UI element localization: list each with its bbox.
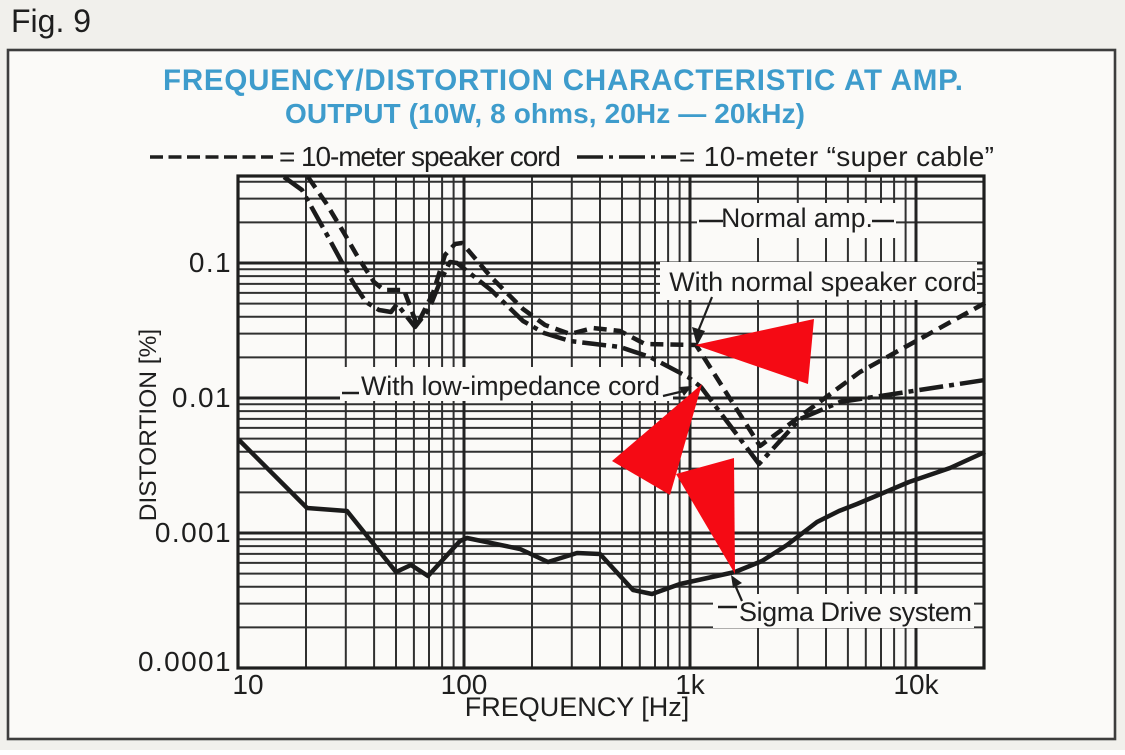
svg-text:Sigma Drive system: Sigma Drive system — [739, 597, 972, 627]
svg-text:10: 10 — [232, 669, 263, 700]
svg-text:Normal amp.: Normal amp. — [721, 203, 873, 233]
svg-text:100: 100 — [441, 669, 488, 700]
svg-text:DISTORTION [%]: DISTORTION [%] — [135, 329, 162, 521]
svg-text:FREQUENCY/DISTORTION CHARACTER: FREQUENCY/DISTORTION CHARACTERISTIC AT A… — [163, 64, 963, 97]
svg-text:Fig. 9: Fig. 9 — [11, 3, 91, 39]
svg-text:1k: 1k — [675, 669, 706, 700]
svg-text:10k: 10k — [893, 669, 939, 700]
svg-text:With normal speaker cord: With normal speaker cord — [669, 267, 977, 297]
svg-text:FREQUENCY [Hz]: FREQUENCY [Hz] — [465, 692, 690, 722]
svg-text:OUTPUT (10W, 8 ohms, 20Hz — 20: OUTPUT (10W, 8 ohms, 20Hz — 20kHz) — [285, 98, 805, 129]
svg-text:= 10-meter speaker cord: = 10-meter speaker cord — [279, 141, 561, 172]
svg-text:0.01: 0.01 — [172, 382, 232, 413]
svg-text:0.001: 0.001 — [155, 517, 232, 548]
svg-text:= 10-meter “super cable”: = 10-meter “super cable” — [679, 141, 994, 172]
svg-text:0.1: 0.1 — [189, 247, 232, 278]
svg-text:With low-impedance cord: With low-impedance cord — [361, 371, 660, 401]
svg-text:0.0001: 0.0001 — [138, 646, 232, 677]
